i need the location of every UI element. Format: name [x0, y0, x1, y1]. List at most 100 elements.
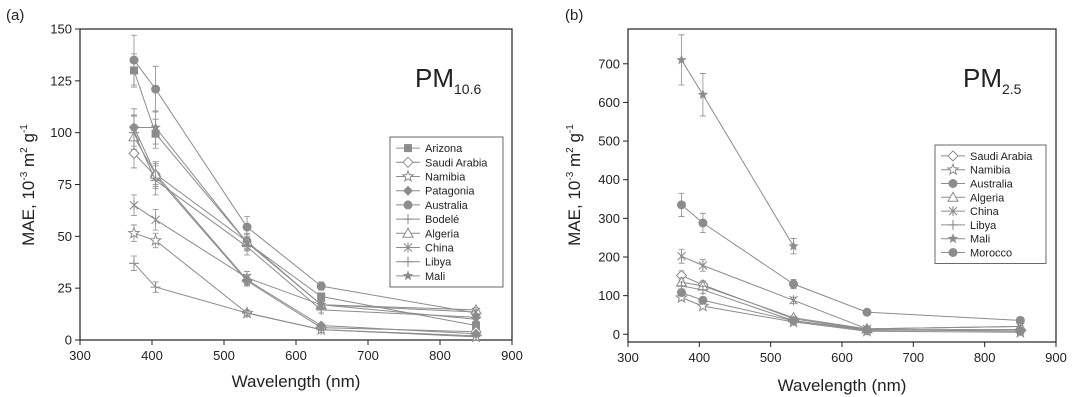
y-axis-label-a-end: g — [19, 133, 38, 147]
y-tick-label-b-5: 500 — [598, 134, 620, 149]
data-point-b-7-2 — [788, 316, 798, 326]
x-tick-label-a-6: 900 — [501, 348, 523, 363]
data-point-b-7-4 — [1015, 326, 1025, 336]
y-tick-label-b-6: 600 — [598, 95, 620, 110]
data-point-b-6-0 — [676, 54, 687, 65]
y-axis-label-a-exp2: 2 — [19, 147, 30, 153]
legend-marker-a-6 — [402, 227, 414, 238]
legend-label-b-7: Morocco — [970, 248, 1012, 260]
data-point-a-4-2 — [242, 222, 252, 232]
series-a-7 — [129, 194, 481, 318]
y-axis-label-a: MAE, 10-3 m2 g-1 — [19, 124, 38, 246]
y-axis-label-a-main: MAE, 10 — [19, 181, 38, 246]
legend-label-b-2: Australia — [970, 179, 1014, 191]
series-line-b-7 — [681, 292, 1021, 332]
data-point-b-6-2 — [788, 240, 799, 251]
series-b-6 — [676, 34, 799, 255]
x-tick-label-a-0: 300 — [69, 348, 91, 363]
legend-label-b-3: Algeria — [970, 192, 1005, 204]
y-axis-label-b: MAE, 10-3 m2 g-1 — [565, 124, 584, 246]
x-tick-label-b-3: 600 — [831, 350, 853, 365]
data-point-a-8-1 — [150, 175, 161, 186]
data-point-a-4-3 — [316, 281, 326, 291]
pm-title-b-main: PM — [963, 63, 1002, 93]
legend-label-b-5: Libya — [970, 220, 997, 232]
legend-label-b-1: Namibia — [970, 165, 1011, 177]
data-point-a-7-0 — [129, 200, 139, 211]
data-point-b-2-0 — [677, 200, 686, 210]
series-a-5 — [129, 255, 481, 341]
pm-title-a-sub: 10.6 — [454, 81, 481, 97]
series-a-9 — [128, 108, 482, 324]
data-point-a-2-1 — [149, 233, 163, 247]
y-axis-label-a-exp1: -3 — [19, 171, 30, 180]
y-tick-label-b-1: 100 — [598, 288, 620, 303]
series-b-3 — [675, 276, 1027, 334]
legend-marker-a-4 — [403, 200, 413, 210]
y-tick-label-a-3: 75 — [58, 177, 72, 192]
series-group-b — [674, 34, 1027, 338]
legend-label-b-4: China — [970, 206, 1000, 218]
y-axis-label-b-end: g — [565, 133, 584, 147]
data-point-a-4-1 — [151, 84, 161, 94]
data-point-b-7-1 — [698, 295, 708, 305]
pm-title-b-sub: 2.5 — [1002, 81, 1022, 97]
data-point-a-1-0 — [128, 147, 140, 160]
data-point-a-5-2 — [242, 308, 253, 319]
legend-marker-a-0 — [404, 144, 412, 153]
legend-marker-a-5 — [403, 214, 413, 225]
y-tick-label-b-0: 0 — [613, 327, 620, 342]
data-point-a-4-0 — [129, 55, 139, 65]
data-point-a-7-1 — [151, 214, 160, 225]
x-axis-label-a: Wavelength (nm) — [232, 372, 361, 391]
data-point-b-7-0 — [677, 288, 686, 298]
legend-label-a-1: Saudi Arabia — [425, 157, 488, 169]
x-tick-label-b-0: 300 — [617, 350, 639, 365]
legend-label-b-0: Saudi Arabia — [970, 151, 1033, 163]
legend-marker-b-7 — [948, 248, 958, 257]
axes-b: 300 400 500 600 700 800 900 0 100 200 300 400 500 600… — [598, 56, 1067, 365]
legend-marker-a-3 — [403, 185, 413, 196]
legend-label-a-9: Mali — [425, 271, 445, 283]
x-axis-label-b: Wavelength (nm) — [778, 376, 907, 395]
legend-marker-b-2 — [948, 179, 958, 188]
legend-marker-a-2 — [401, 169, 415, 183]
chart-panel-b: (b) 300 400 500 600 700 800 900 0 100 200 300 400 50… — [565, 7, 1067, 395]
series-b-7 — [677, 288, 1025, 336]
x-tick-label-b-6: 900 — [1045, 350, 1067, 365]
series-b-0 — [675, 269, 1027, 336]
x-tick-label-b-1: 400 — [688, 350, 710, 365]
panel-label-b: (b) — [565, 7, 583, 24]
y-tick-label-b-2: 200 — [598, 249, 620, 264]
data-point-b-2-4 — [1015, 315, 1025, 325]
legend-marker-b-6 — [947, 233, 959, 244]
y-axis-label-b-exp1: -3 — [565, 171, 576, 180]
legend-marker-b-5 — [948, 219, 958, 230]
series-line-b-5 — [681, 285, 1021, 331]
data-point-b-2-1 — [698, 218, 708, 228]
y-tick-label-a-5: 125 — [50, 73, 72, 88]
legend-marker-a-1 — [402, 156, 414, 169]
legend-marker-b-3 — [947, 191, 959, 202]
series-line-b-6 — [681, 59, 794, 247]
y-tick-label-a-0: 0 — [65, 333, 72, 348]
data-point-b-5-1 — [697, 284, 708, 295]
legend-marker-b-0 — [947, 150, 959, 162]
y-tick-label-a-2: 50 — [58, 229, 72, 244]
data-point-a-2-0 — [127, 226, 141, 239]
legend-a: Arizona Saudi Arabia Namibia Patagonia Austr… — [389, 136, 504, 288]
data-point-b-2-2 — [788, 279, 798, 289]
legend-label-a-8: Libya — [425, 257, 452, 269]
legend-label-a-2: Namibia — [425, 172, 466, 184]
legend-label-b-6: Mali — [970, 234, 990, 246]
data-point-a-9-2 — [241, 237, 253, 247]
data-point-a-5-4 — [471, 330, 481, 341]
y-tick-label-a-4: 100 — [50, 125, 72, 140]
data-point-a-9-1 — [150, 122, 161, 132]
data-point-a-5-0 — [129, 258, 139, 269]
data-point-b-4-1 — [698, 260, 708, 271]
data-point-a-0-4 — [472, 321, 480, 330]
data-point-b-1-0 — [674, 290, 689, 304]
